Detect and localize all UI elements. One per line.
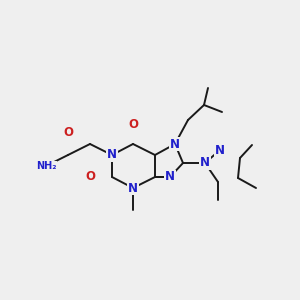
Text: N: N (215, 143, 225, 157)
Text: O: O (85, 170, 95, 184)
Text: N: N (107, 148, 117, 161)
Text: O: O (128, 118, 138, 130)
Text: O: O (63, 125, 73, 139)
Text: N: N (200, 157, 210, 169)
Text: N: N (128, 182, 138, 194)
Text: NH₂: NH₂ (36, 161, 56, 171)
Text: N: N (170, 137, 180, 151)
Text: N: N (165, 170, 175, 184)
